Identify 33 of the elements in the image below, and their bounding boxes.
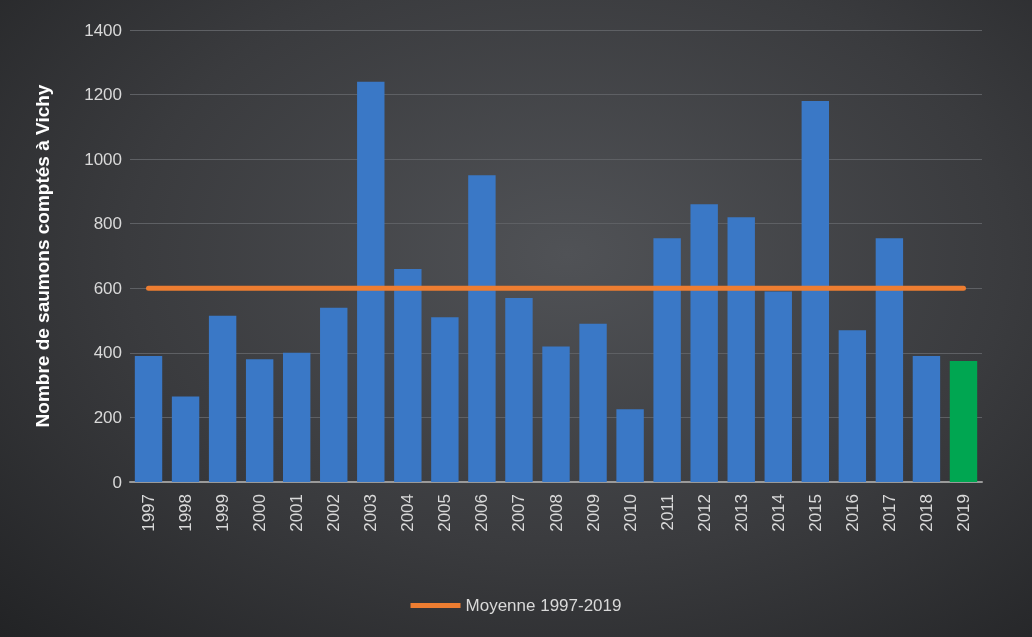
x-tick-label: 2018 (916, 494, 936, 532)
y-axis-title: Nombre de saumons comptés à Vichy (32, 84, 53, 428)
x-tick-label: 2014 (768, 494, 788, 532)
x-tick-label: 1998 (176, 494, 196, 532)
x-tick-label: 2019 (953, 494, 973, 532)
y-tick-label: 400 (93, 343, 122, 363)
y-tick-label: 1200 (84, 85, 122, 105)
x-tick-label: 1997 (139, 494, 159, 532)
x-tick-label: 2012 (694, 494, 714, 532)
x-tick-label: 2003 (361, 494, 381, 532)
x-tick-label: 2001 (287, 494, 307, 532)
x-tick-label: 1999 (213, 494, 233, 532)
y-tick-label: 1400 (84, 20, 122, 40)
x-tick-label: 2006 (472, 494, 492, 532)
x-tick-label: 2005 (435, 494, 455, 532)
x-tick-label: 2016 (842, 494, 862, 532)
x-tick-label: 2013 (731, 494, 751, 532)
x-tick-label: 2002 (324, 494, 344, 532)
x-tick-label: 2017 (879, 494, 899, 532)
x-tick-label: 2010 (620, 494, 640, 532)
y-tick-label: 800 (93, 214, 122, 234)
x-tick-label: 2009 (583, 494, 603, 532)
y-tick-label: 1000 (84, 149, 122, 169)
y-tick-label: 200 (93, 407, 122, 427)
y-tick-label: 0 (112, 472, 122, 492)
x-tick-label: 2011 (657, 494, 677, 531)
x-tick-label: 2004 (398, 494, 418, 532)
x-tick-label: 2007 (509, 494, 529, 532)
legend-label: Moyenne 1997-2019 (465, 596, 622, 615)
x-tick-label: 2000 (250, 494, 270, 532)
x-tick-label: 2015 (805, 494, 825, 532)
x-tick-label: 2008 (546, 494, 566, 532)
y-tick-label: 600 (93, 278, 122, 298)
